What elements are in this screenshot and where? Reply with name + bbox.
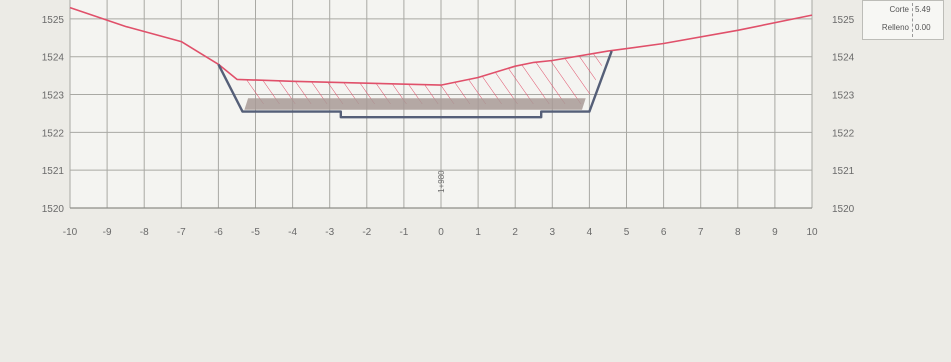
legend-value-relleno: 0.00 [915,23,931,32]
y-tick-label-left-1: 1521 [42,166,65,177]
x-tick-label-14: 4 [587,227,593,238]
x-tick-label-5: -5 [251,227,260,238]
x-tick-label-7: -3 [325,227,334,238]
x-tick-label-16: 6 [661,227,667,238]
y-tick-label-left-0: 1520 [42,204,65,215]
y-tick-label-right-2: 1522 [832,128,855,139]
x-tick-label-1: -9 [103,227,112,238]
volume-legend: Corte 5.49 Relleno 0.00 [862,0,944,40]
x-tick-label-8: -2 [362,227,371,238]
x-tick-label-0: -10 [63,227,78,238]
x-tick-label-12: 2 [512,227,518,238]
x-tick-label-17: 7 [698,227,704,238]
y-tick-label-right-5: 1525 [832,15,855,26]
legend-row-relleno: Relleno 0.00 [863,20,943,37]
y-tick-label-left-3: 1523 [42,91,65,102]
x-tick-label-19: 9 [772,227,778,238]
x-tick-label-11: 1 [475,227,481,238]
legend-separator [912,3,913,37]
y-tick-label-right-1: 1521 [832,166,855,177]
section-layers [233,51,608,110]
y-tick-label-right-3: 1523 [832,91,855,102]
y-tick-labels-right: 1520 1521 1522 1523 1524 1525 [832,15,855,215]
cut-area-hatch [233,51,608,104]
y-tick-label-right-0: 1520 [832,204,855,215]
x-tick-label-3: -7 [177,227,186,238]
y-tick-label-left-2: 1522 [42,128,65,139]
legend-row-corte: Corte 5.49 [863,2,943,19]
y-tick-labels-left: 1520 1521 1522 1523 1524 1525 [42,15,65,215]
legend-label-relleno: Relleno [881,23,909,32]
x-tick-label-13: 3 [550,227,556,238]
y-tick-label-right-4: 1524 [832,53,855,64]
y-tick-label-left-5: 1525 [42,15,65,26]
legend-value-corte: 5.49 [915,5,931,14]
station-label: 1+980 [437,170,446,193]
x-tick-label-9: -1 [399,227,408,238]
x-tick-labels: -10 -9 -8 -7 -6 -5 -4 -3 -2 -1 0 1 2 3 4 5 6 7 8 9 10 [63,227,818,238]
x-tick-label-6: -4 [288,227,297,238]
x-tick-label-4: -6 [214,227,223,238]
series-line-terrain [69,6,813,86]
pavement-layer [244,98,586,110]
series-line-design-section [217,50,613,119]
x-tick-label-18: 8 [735,227,741,238]
x-tick-label-10: 0 [438,227,444,238]
x-tick-label-15: 5 [624,227,630,238]
x-tick-label-2: -8 [140,227,149,238]
x-tick-label-20: 10 [806,227,818,238]
y-tick-label-left-4: 1524 [42,53,65,64]
series-lines [69,6,813,119]
legend-label-corte: Corte [889,5,909,14]
